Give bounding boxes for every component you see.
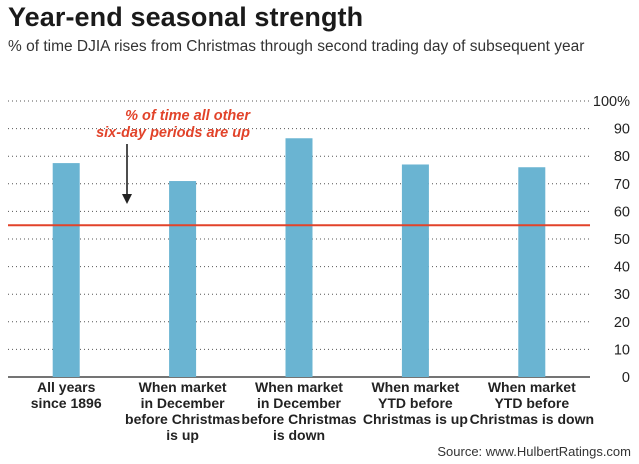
y-tick-label-80: 80: [614, 149, 630, 165]
x-category-label-3: When market in December before Christmas is…: [241, 379, 356, 443]
bar-2: [169, 181, 197, 377]
x-category-label-2: When market in December before Christmas is…: [125, 379, 240, 443]
chart-title: Year-end seasonal strength: [8, 2, 364, 32]
y-tick-label-90: 90: [614, 122, 630, 138]
y-tick-label-100: 100%: [593, 94, 630, 110]
bar-4: [401, 164, 429, 377]
y-tick-label-40: 40: [614, 260, 630, 276]
y-tick-label-30: 30: [614, 287, 630, 303]
x-category-label-4: When market YTD before Christmas is up: [363, 379, 468, 427]
bar-5: [518, 167, 546, 377]
y-tick-label-70: 70: [614, 177, 630, 193]
bar-3: [285, 138, 313, 377]
x-category-label-5: When market YTD before Christmas is down: [470, 379, 594, 427]
source-note: Source: www.HulbertRatings.com: [437, 444, 631, 459]
y-tick-label-0: 0: [622, 370, 630, 386]
y-tick-label-20: 20: [614, 315, 630, 331]
reference-line-annotation: % of time all other six-day periods are u…: [96, 108, 251, 141]
y-tick-label-10: 10: [614, 342, 630, 358]
chart-subtitle: % of time DJIA rises from Christmas thro…: [8, 38, 585, 55]
y-tick-label-50: 50: [614, 232, 630, 248]
y-tick-label-60: 60: [614, 204, 630, 220]
annotation-arrow-head: [122, 194, 132, 204]
x-category-label-1: All years since 1896: [31, 379, 102, 411]
bar-1: [52, 163, 80, 377]
